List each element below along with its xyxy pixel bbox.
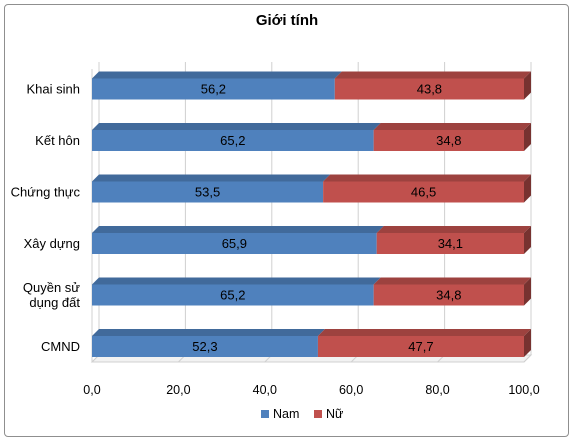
- x-tick-label: 80,0: [425, 383, 449, 397]
- bar-top: [92, 71, 342, 79]
- bar-top: [376, 226, 531, 233]
- data-label: 47,7: [408, 339, 433, 354]
- category-label: CMND: [41, 339, 80, 354]
- data-label: 65,2: [220, 133, 245, 148]
- legend-swatch-nữ: [314, 410, 322, 418]
- bar-side: [524, 226, 531, 254]
- bar-top: [373, 123, 531, 130]
- data-label: 52,3: [192, 339, 217, 354]
- data-label: 56,2: [201, 82, 226, 97]
- category-label: Chứng thực: [11, 185, 81, 200]
- data-label: 34,1: [438, 236, 463, 251]
- data-label: 65,2: [220, 288, 245, 303]
- bar-nam: [92, 233, 377, 254]
- bar-nữ: [323, 181, 524, 203]
- bar-top: [92, 123, 381, 130]
- category-label: Kết hôn: [35, 133, 80, 148]
- bar-nữ: [373, 284, 524, 306]
- bar-nam: [92, 130, 374, 151]
- category-label: Khai sinh: [27, 82, 80, 97]
- data-label: 34,8: [436, 288, 461, 303]
- bar-top: [92, 277, 381, 285]
- bar-side: [524, 174, 531, 203]
- data-label: 34,8: [436, 133, 461, 148]
- bar-nữ: [317, 336, 524, 357]
- bar-nữ: [334, 78, 524, 100]
- legend-swatch-nam: [261, 410, 269, 418]
- bar-side: [524, 123, 531, 151]
- data-label: 46,5: [411, 185, 436, 200]
- x-tick-label: 40,0: [253, 383, 277, 397]
- data-label: 53,5: [195, 185, 220, 200]
- chart-title: Giới tính: [256, 12, 318, 29]
- x-tick-label: 60,0: [339, 383, 363, 397]
- bar-side: [524, 277, 531, 306]
- bar-nam: [92, 284, 374, 306]
- data-label: 65,9: [222, 236, 247, 251]
- x-tick-label: 100,0: [508, 383, 539, 397]
- category-label: Xây dựng: [24, 236, 80, 251]
- bar-nam: [92, 336, 318, 357]
- data-label: 43,8: [417, 82, 442, 97]
- x-tick-label: 0,0: [83, 383, 100, 397]
- bar-top: [334, 71, 531, 79]
- bar-top: [92, 226, 384, 233]
- bar-nam: [92, 78, 335, 100]
- bar-top: [317, 329, 531, 336]
- bar-side: [524, 329, 531, 357]
- bar-nam: [92, 181, 324, 203]
- bar-top: [373, 277, 531, 285]
- bar-side: [524, 71, 531, 100]
- bar-top: [92, 174, 331, 182]
- bar-nữ: [373, 130, 524, 151]
- category-label: Quyền sử dụng đất: [23, 280, 81, 310]
- bar-nữ: [376, 233, 524, 254]
- x-tick-label: 20,0: [166, 383, 190, 397]
- bar-top: [92, 329, 325, 336]
- gridline-floor: [523, 354, 532, 363]
- legend-label: Nữ: [326, 407, 343, 421]
- bar-top: [323, 174, 531, 182]
- legend-label: Nam: [273, 407, 299, 421]
